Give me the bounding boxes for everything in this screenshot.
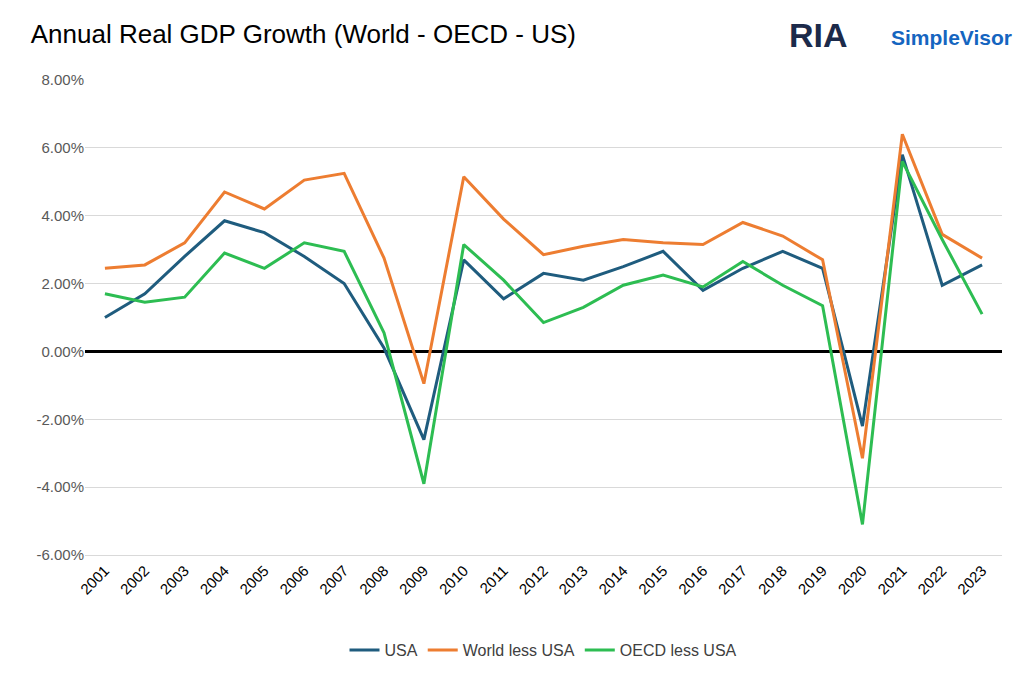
svg-text:2007: 2007 [316, 562, 352, 598]
svg-text:2013: 2013 [555, 562, 591, 598]
svg-text:2014: 2014 [595, 562, 631, 598]
svg-text:2005: 2005 [236, 562, 272, 598]
svg-text:-4.00%: -4.00% [36, 478, 84, 495]
svg-text:-2.00%: -2.00% [36, 411, 84, 428]
svg-text:Annual Real GDP Growth (World: Annual Real GDP Growth (World - OECD - U… [31, 19, 576, 49]
svg-text:OECD less USA: OECD less USA [620, 642, 737, 659]
svg-text:6.00%: 6.00% [41, 139, 84, 156]
svg-text:2006: 2006 [276, 562, 312, 598]
svg-text:2001: 2001 [77, 562, 113, 598]
svg-text:2022: 2022 [914, 562, 950, 598]
svg-text:USA: USA [385, 642, 418, 659]
svg-text:World less USA: World less USA [463, 642, 575, 659]
svg-text:2021: 2021 [874, 562, 910, 598]
svg-text:2010: 2010 [436, 562, 472, 598]
svg-text:2017: 2017 [715, 562, 751, 598]
svg-text:2008: 2008 [356, 562, 392, 598]
svg-text:2004: 2004 [196, 562, 232, 598]
svg-text:8.00%: 8.00% [41, 71, 84, 88]
svg-text:2018: 2018 [755, 562, 791, 598]
svg-text:-6.00%: -6.00% [36, 546, 84, 563]
svg-text:4.00%: 4.00% [41, 207, 84, 224]
svg-text:2023: 2023 [954, 562, 990, 598]
svg-text:2009: 2009 [396, 562, 432, 598]
svg-text:RIA: RIA [789, 16, 848, 54]
svg-text:SimpleVisor: SimpleVisor [891, 26, 1012, 49]
svg-text:2003: 2003 [156, 562, 192, 598]
svg-text:2016: 2016 [675, 562, 711, 598]
svg-text:2011: 2011 [476, 562, 511, 597]
svg-text:0.00%: 0.00% [41, 343, 84, 360]
svg-text:2019: 2019 [794, 562, 830, 598]
svg-text:2002: 2002 [117, 562, 153, 598]
svg-text:2.00%: 2.00% [41, 275, 84, 292]
svg-text:2012: 2012 [515, 562, 551, 598]
svg-text:2015: 2015 [635, 562, 671, 598]
svg-text:2020: 2020 [834, 562, 870, 598]
